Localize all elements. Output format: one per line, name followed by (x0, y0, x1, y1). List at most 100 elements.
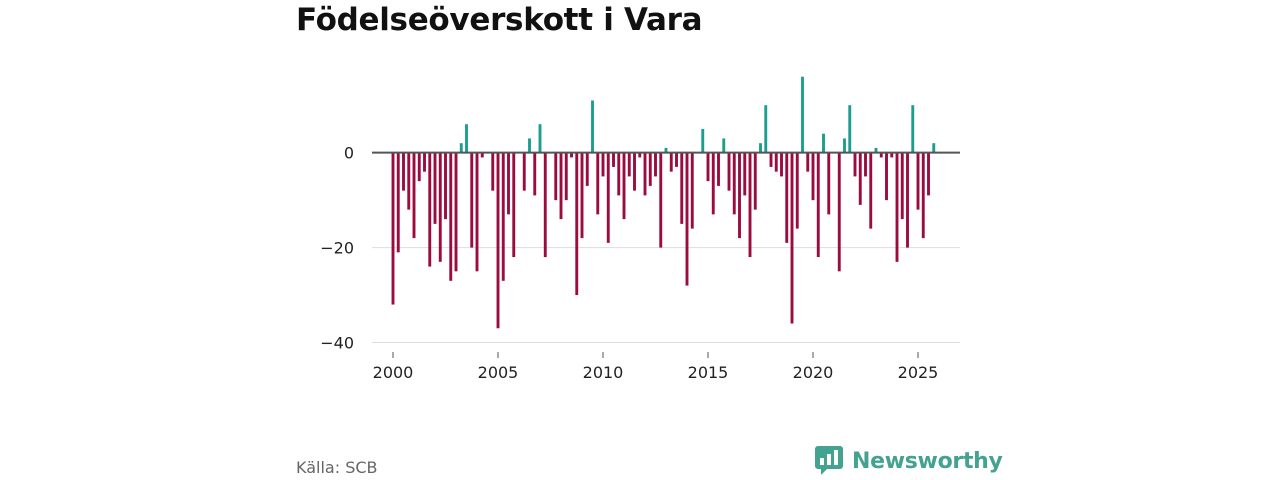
bar (538, 124, 542, 153)
bar (596, 152, 600, 215)
bar (680, 152, 684, 224)
bar (843, 138, 846, 153)
bar (585, 152, 589, 186)
bar (433, 152, 437, 224)
bar (601, 152, 605, 177)
bar (612, 152, 615, 167)
bar (932, 143, 936, 153)
bar (675, 152, 678, 167)
bar (580, 152, 584, 239)
bar (407, 152, 411, 210)
bar (659, 152, 663, 248)
bar (759, 143, 762, 153)
bar (816, 152, 820, 258)
bar (402, 152, 405, 191)
x-axis-ticks: 2000 2005 2010 2015 2020 2025 (373, 352, 939, 382)
bar (617, 152, 621, 196)
bar (879, 152, 883, 158)
bar (822, 133, 825, 153)
y-tick-label: −20 (320, 239, 354, 258)
bar (811, 152, 815, 201)
bar (633, 152, 636, 191)
bar (543, 152, 547, 258)
bar (795, 152, 799, 229)
bar (906, 152, 909, 248)
bar (722, 138, 726, 153)
bar (869, 152, 873, 229)
x-tick-label: 2005 (478, 363, 519, 382)
bar (911, 105, 915, 153)
bar (890, 152, 894, 158)
bar (769, 152, 773, 167)
bar (501, 152, 505, 281)
x-tick-label: 2025 (898, 363, 939, 382)
bar (727, 152, 731, 191)
bar (701, 128, 705, 153)
bar (412, 152, 416, 239)
bar (837, 152, 841, 272)
chart-title: Födelseöverskott i Vara (296, 2, 703, 38)
brand[interactable]: Newsworthy (815, 446, 1003, 476)
bar (738, 152, 741, 239)
source-note: Källa: SCB (296, 458, 378, 477)
bar (491, 152, 495, 191)
bar (790, 152, 794, 324)
bar (454, 152, 458, 272)
bar (428, 152, 432, 267)
bar (438, 152, 442, 262)
bar (732, 152, 736, 215)
bar (664, 147, 668, 153)
newsworthy-logo-icon (815, 446, 843, 475)
bar-chart: 0 −20 −40 2000 2005 2010 2015 2020 2025 (320, 76, 960, 382)
bar (423, 152, 426, 172)
bar (570, 152, 573, 158)
bar (827, 152, 831, 215)
bar (921, 152, 925, 239)
bar (480, 152, 484, 158)
bar (475, 152, 479, 272)
bar (669, 152, 673, 172)
bar (391, 152, 395, 305)
bar (643, 152, 647, 196)
bar (396, 152, 400, 253)
x-tick-label: 2010 (583, 363, 624, 382)
x-tick-label: 2015 (688, 363, 729, 382)
bar (748, 152, 752, 258)
bar (459, 143, 463, 153)
y-tick-label: −40 (320, 334, 354, 353)
bar (801, 76, 804, 153)
y-tick-label: 0 (344, 144, 354, 163)
bar (606, 152, 610, 243)
grid-lines (372, 247, 960, 344)
bar (690, 152, 694, 229)
bar (522, 152, 526, 191)
bar (895, 152, 899, 262)
bar (806, 152, 810, 172)
bar (444, 152, 447, 220)
bars (391, 76, 936, 329)
bar (533, 152, 537, 196)
bar (874, 147, 878, 153)
bar (706, 152, 710, 182)
bar (512, 152, 516, 258)
bar (774, 152, 778, 172)
bar (470, 152, 474, 248)
bar (717, 152, 720, 186)
bar (528, 138, 531, 153)
x-tick-label: 2020 (793, 363, 834, 382)
bar (622, 152, 626, 220)
bar (627, 152, 631, 177)
bar (554, 152, 558, 201)
bar (591, 100, 594, 153)
bar (848, 105, 852, 153)
bar (743, 152, 747, 196)
bar (780, 152, 783, 177)
bar (465, 124, 468, 153)
bar (575, 152, 579, 296)
bar (564, 152, 568, 201)
bar (449, 152, 453, 281)
bar (885, 152, 888, 201)
bar (559, 152, 563, 220)
x-tick-label: 2000 (373, 363, 414, 382)
brand-name: Newsworthy (852, 448, 1003, 474)
